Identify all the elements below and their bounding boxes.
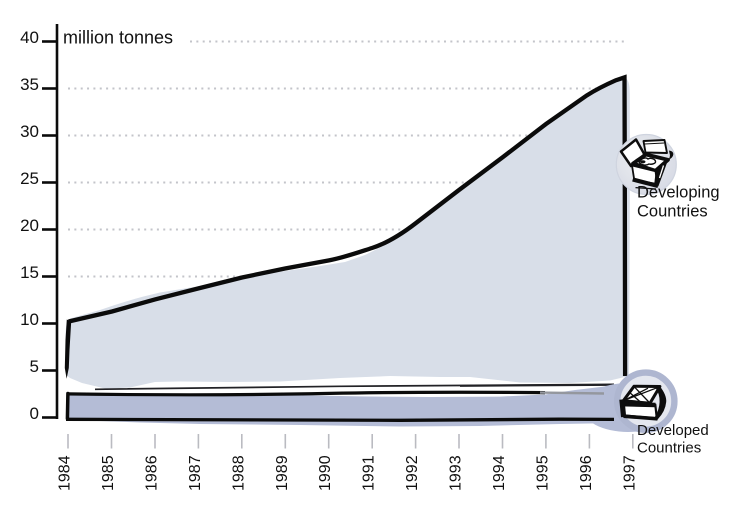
svg-text:1986: 1986 <box>144 455 161 491</box>
svg-text:Developing: Developing <box>637 184 720 202</box>
svg-text:1992: 1992 <box>404 455 421 491</box>
svg-text:1988: 1988 <box>230 455 247 491</box>
svg-text:million tonnes: million tonnes <box>63 28 173 48</box>
svg-text:1990: 1990 <box>317 455 334 491</box>
svg-text:1995: 1995 <box>534 455 551 491</box>
svg-text:30: 30 <box>20 122 39 141</box>
svg-text:1985: 1985 <box>100 455 117 491</box>
svg-text:1987: 1987 <box>187 455 204 491</box>
svg-text:20: 20 <box>20 216 39 235</box>
svg-text:1984: 1984 <box>57 455 74 491</box>
svg-text:1991: 1991 <box>361 455 378 491</box>
svg-text:0: 0 <box>30 404 39 423</box>
svg-text:1989: 1989 <box>274 455 291 491</box>
svg-text:1997: 1997 <box>621 455 638 491</box>
svg-text:Countries: Countries <box>637 203 708 221</box>
svg-text:Countries: Countries <box>637 440 701 457</box>
svg-text:25: 25 <box>20 169 39 188</box>
svg-text:35: 35 <box>20 75 39 94</box>
svg-text:Developed: Developed <box>637 422 709 439</box>
svg-text:1993: 1993 <box>448 455 465 491</box>
svg-text:40: 40 <box>20 28 39 47</box>
svg-text:5: 5 <box>30 357 39 376</box>
svg-text:1996: 1996 <box>578 455 595 491</box>
svg-text:1994: 1994 <box>491 455 508 491</box>
svg-text:15: 15 <box>20 263 39 282</box>
svg-text:10: 10 <box>20 310 39 329</box>
